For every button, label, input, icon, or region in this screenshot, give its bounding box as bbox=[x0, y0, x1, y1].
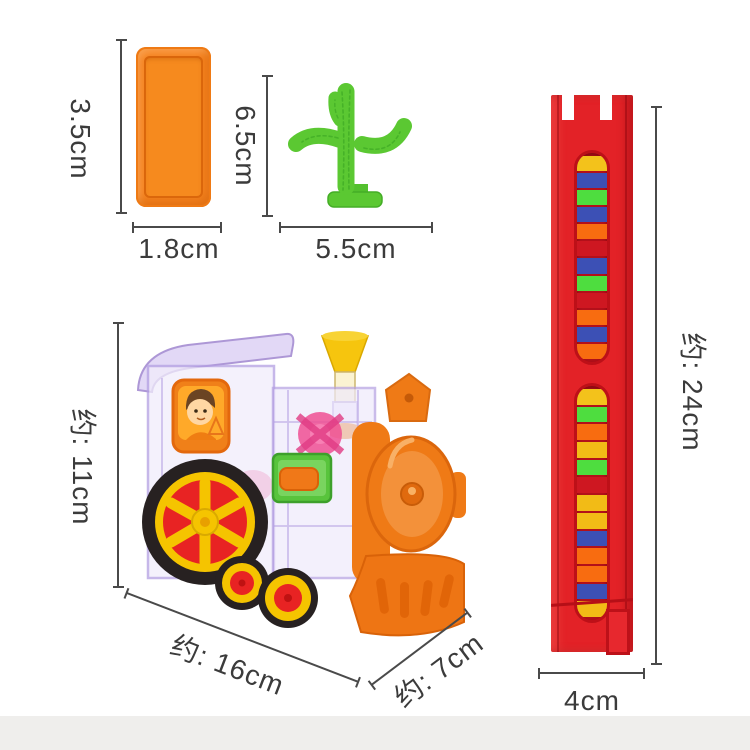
domino-stripe bbox=[577, 343, 607, 359]
domino-stripe bbox=[577, 224, 607, 240]
domino-stripe bbox=[577, 406, 607, 423]
track-window-bottom bbox=[574, 383, 610, 623]
domino-stripe bbox=[577, 156, 607, 172]
track-end-tab bbox=[606, 609, 630, 655]
track-height-label: 约: 24cm bbox=[677, 332, 708, 452]
train-front-wheel-2 bbox=[258, 568, 318, 628]
track-window-top bbox=[574, 150, 610, 365]
train-gearbox bbox=[271, 452, 333, 504]
domino-width-label: 1.8cm bbox=[138, 233, 220, 264]
measure-line-train-height bbox=[113, 322, 124, 588]
train-driver-window bbox=[171, 378, 231, 454]
train-boiler bbox=[348, 372, 466, 637]
track-notch bbox=[600, 94, 612, 120]
track-width-label: 4cm bbox=[564, 685, 620, 716]
domino-stripe bbox=[577, 459, 607, 476]
cactus-image bbox=[288, 83, 412, 208]
measure-line-domino-height bbox=[116, 39, 127, 214]
train-image bbox=[136, 331, 466, 637]
domino-stripe bbox=[577, 207, 607, 223]
measure-line-track-height bbox=[651, 106, 662, 665]
track-notch bbox=[562, 94, 574, 120]
train-height-label: 约: 11cm bbox=[67, 408, 98, 526]
domino-stripe bbox=[577, 258, 607, 274]
track-groove bbox=[625, 95, 627, 652]
track-rail-image bbox=[550, 94, 634, 655]
measure-line-domino-width bbox=[132, 222, 222, 233]
domino-stripe bbox=[577, 190, 607, 206]
domino-stripe bbox=[577, 326, 607, 342]
measure-line-cactus-height bbox=[262, 75, 273, 217]
track-groove bbox=[557, 95, 559, 652]
domino-stripe bbox=[577, 275, 607, 291]
table-surface bbox=[0, 716, 750, 750]
domino-stripe bbox=[577, 530, 607, 547]
train-front-wheel-1 bbox=[215, 556, 269, 610]
domino-stripe bbox=[577, 548, 607, 564]
domino-stripe bbox=[577, 565, 607, 582]
domino-stripe bbox=[577, 495, 607, 511]
domino-stripe bbox=[577, 309, 607, 325]
domino-stripe bbox=[577, 173, 607, 189]
domino-stripe bbox=[577, 442, 607, 458]
domino-block-image bbox=[136, 47, 211, 207]
domino-stripe bbox=[577, 424, 607, 441]
domino-recess bbox=[144, 56, 203, 198]
measure-line-track-width bbox=[538, 668, 645, 679]
domino-stripe bbox=[577, 292, 607, 308]
train-rear-wheel bbox=[142, 459, 268, 585]
domino-stripe bbox=[577, 389, 607, 405]
domino-stripe bbox=[577, 241, 607, 257]
cactus-width-label: 5.5cm bbox=[315, 233, 397, 264]
domino-height-label: 3.5cm bbox=[65, 98, 96, 180]
domino-stripe bbox=[577, 512, 607, 529]
cactus-height-label: 6.5cm bbox=[230, 105, 261, 187]
measure-line-cactus-width bbox=[279, 222, 433, 233]
domino-stripe bbox=[577, 583, 607, 600]
domino-stripe bbox=[577, 477, 607, 494]
domino-stripe bbox=[577, 601, 607, 617]
